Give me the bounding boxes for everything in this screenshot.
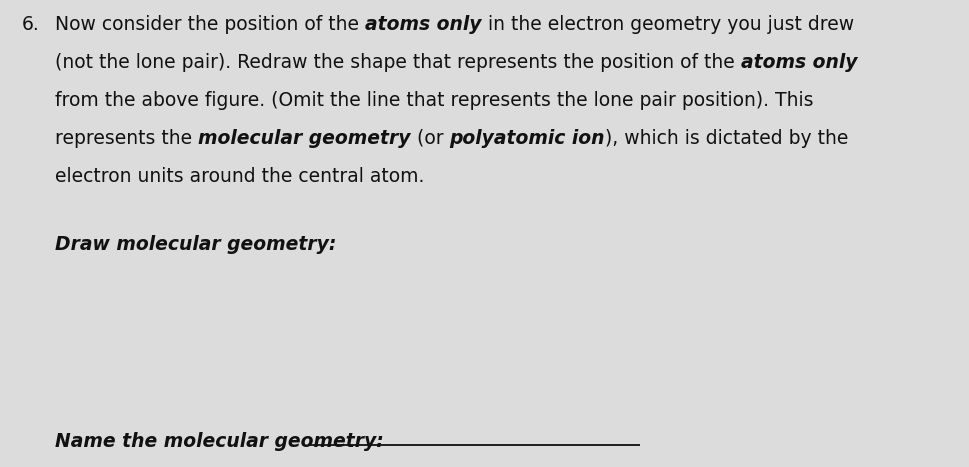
Text: polyatomic ion: polyatomic ion [449,129,604,148]
Text: Now consider the position of the: Now consider the position of the [55,15,364,34]
Text: atoms only: atoms only [364,15,481,34]
Text: Name the molecular geometry:: Name the molecular geometry: [55,432,390,451]
Text: molecular geometry: molecular geometry [198,129,410,148]
Text: in the electron geometry you just drew: in the electron geometry you just drew [481,15,853,34]
Text: Draw molecular geometry:: Draw molecular geometry: [55,235,336,254]
Text: (or: (or [410,129,449,148]
Text: from the above figure. (Omit the line that represents the lone pair position). T: from the above figure. (Omit the line th… [55,91,813,110]
Text: represents the: represents the [55,129,198,148]
Text: 6.: 6. [22,15,40,34]
Text: ), which is dictated by the: ), which is dictated by the [604,129,847,148]
Text: electron units around the central atom.: electron units around the central atom. [55,167,424,186]
Text: (not the lone pair). Redraw the shape that represents the position of the: (not the lone pair). Redraw the shape th… [55,53,740,72]
Text: atoms only: atoms only [740,53,857,72]
